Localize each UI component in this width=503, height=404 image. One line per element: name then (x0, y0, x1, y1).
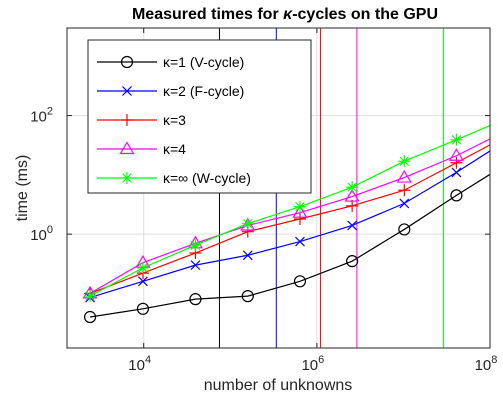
x-tick-label: 104 (128, 354, 151, 374)
data-point-s1-2 (136, 302, 150, 315)
data-point-s2-8 (451, 167, 462, 178)
data-point-s5-2 (136, 261, 149, 274)
data-point-s4-8 (448, 148, 464, 161)
data-point-s2-6 (347, 220, 358, 231)
data-point-s1-3 (189, 293, 202, 306)
data-point-s1-6 (346, 255, 359, 268)
data-point-s5-8 (450, 133, 463, 146)
chart-title: Measured times for κ-cycles on the GPU (132, 6, 438, 23)
series-line-1 (89, 173, 490, 318)
data-point-s3-6 (346, 199, 359, 212)
data-point-s2-4 (242, 250, 253, 261)
legend: κ=1 (V-cycle) κ=2 (F-cycle) κ=3 κ=4 κ=∞ (W-c… (87, 39, 312, 194)
legend-marker-2 (122, 86, 132, 96)
data-point-s5-5 (293, 200, 306, 213)
data-point-s1-5 (293, 275, 307, 288)
legend-marker-5 (121, 172, 133, 184)
series-line-3 (89, 144, 490, 294)
legend-label-1: κ=1 (V-cycle) (163, 54, 244, 70)
data-point-s4-6 (344, 188, 360, 202)
data-point-s1-1 (83, 310, 97, 324)
data-point-s5-1 (84, 290, 97, 303)
legend-box (87, 39, 312, 194)
data-point-s4-7 (396, 169, 412, 183)
data-point-s5-6 (346, 181, 359, 194)
legend-marker-4 (119, 141, 135, 155)
x-tick-label: 108 (475, 354, 498, 374)
y-tick-label: 100 (30, 224, 53, 244)
data-point-s3-5 (293, 212, 306, 225)
x-axis-label: number of unknowns (204, 377, 353, 394)
series-line-5 (89, 124, 490, 297)
data-point-s1-7 (398, 223, 411, 236)
series-group (82, 124, 490, 324)
data-point-s1-4 (241, 290, 254, 303)
data-point-s2-5 (295, 236, 305, 247)
legend-marker-1 (120, 55, 134, 69)
data-point-s3-7 (398, 184, 411, 197)
legend-label-2: κ=2 (F-cycle) (163, 83, 244, 99)
data-point-s5-7 (398, 155, 411, 168)
data-point-s2-3 (190, 260, 201, 271)
data-point-s3-8 (450, 156, 463, 169)
data-point-s5-4 (241, 217, 254, 230)
legend-label-5: κ=∞ (W-cycle) (163, 170, 251, 186)
series-line-2 (89, 150, 490, 299)
y-axis-label: time (ms) (14, 155, 31, 222)
plot-frame (66, 27, 491, 349)
data-point-s2-2 (138, 276, 148, 287)
x-tick-label: 106 (301, 354, 324, 374)
series-line-4 (89, 138, 490, 294)
legend-label-3: κ=3 (163, 112, 186, 128)
data-point-s2-7 (399, 198, 410, 209)
legend-label-4: κ=4 (163, 141, 186, 157)
data-point-s4-5 (292, 205, 308, 218)
y-tick-label: 102 (30, 106, 53, 126)
legend-marker-3 (121, 114, 133, 126)
data-point-s5-3 (189, 239, 202, 252)
data-point-s1-8 (450, 189, 463, 202)
